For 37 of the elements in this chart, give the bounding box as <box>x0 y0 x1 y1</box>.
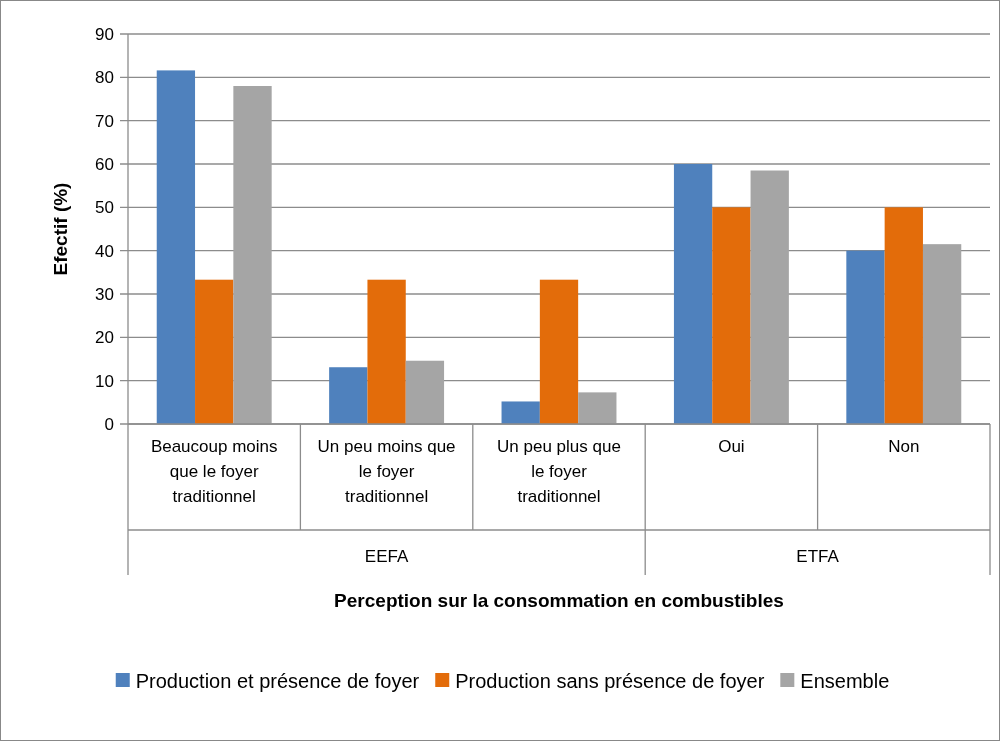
bar <box>329 367 368 424</box>
y-tick-label: 80 <box>95 68 114 88</box>
bar <box>884 207 923 424</box>
bar <box>673 164 713 424</box>
text: EEFA <box>364 547 409 566</box>
x-tick-label: Beaucoup moins que le foyer traditionnel <box>150 437 278 506</box>
bar <box>195 279 234 424</box>
x-tick-label: Non <box>888 437 920 456</box>
bar <box>367 279 406 424</box>
y-tick-label: 40 <box>95 241 114 261</box>
y-tick-label: 60 <box>95 154 114 174</box>
x-tick-label: Un peu moins que le foyer traditionnel <box>317 437 456 506</box>
legend-label: Production et présence de foyer <box>135 670 420 692</box>
x-tick-label: Un peu plus que le foyer traditionnel <box>497 437 621 506</box>
y-tick-label: 30 <box>95 284 114 304</box>
bar <box>156 70 196 424</box>
legend-label: Ensemble <box>800 670 890 692</box>
y-tick-label: 50 <box>95 198 114 218</box>
y-tick-label: 0 <box>104 414 114 434</box>
bar <box>750 170 789 424</box>
y-tick-label: 20 <box>95 328 114 348</box>
y-tick-label: 10 <box>95 371 114 391</box>
bar <box>578 392 617 424</box>
y-tick-label: 90 <box>95 24 114 44</box>
bar <box>539 279 579 424</box>
bar <box>712 207 751 424</box>
legend-label: Production sans présence de foyer <box>455 670 765 692</box>
bar <box>233 86 272 424</box>
y-tick-label: 70 <box>95 111 114 131</box>
bar <box>846 250 885 424</box>
bar <box>405 360 445 424</box>
bar <box>922 244 962 424</box>
bar <box>501 401 540 424</box>
x-tick-label: Oui <box>718 437 745 456</box>
x-axis-title: Perception sur la consommation en combustibles <box>334 590 784 611</box>
y-axis-title: Efectif (%) <box>50 182 71 276</box>
text: ETFA <box>796 547 840 566</box>
